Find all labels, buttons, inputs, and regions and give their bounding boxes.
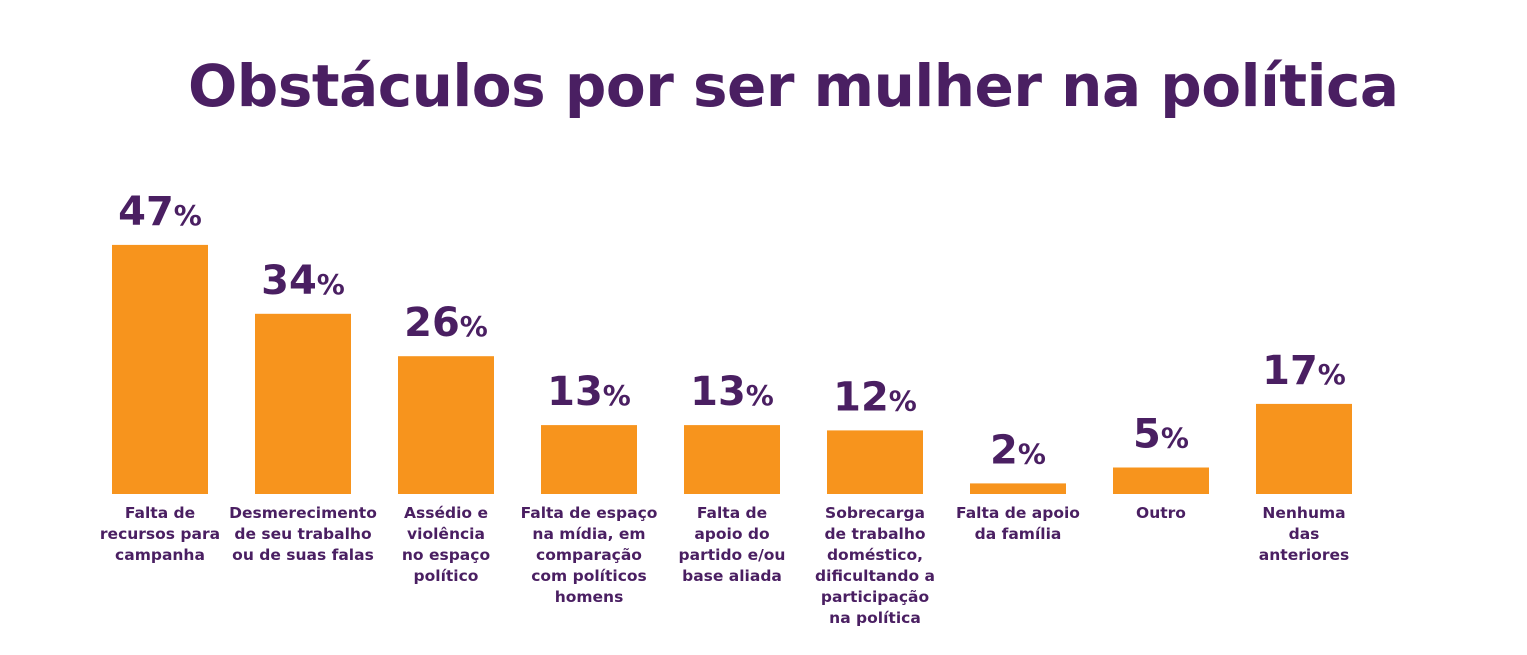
category-label-1: Falta de recursos para campanha	[85, 503, 235, 566]
category-label-line: da família	[974, 525, 1062, 543]
category-label-line: homens	[554, 588, 624, 606]
value-label-1: 47%	[118, 189, 202, 235]
value-label-7: 2%	[990, 427, 1046, 473]
category-label-6: Sobrecarga de trabalho doméstico, dificulta…	[800, 503, 950, 629]
category-label-line: Falta de apoio	[956, 504, 1080, 522]
category-label-8: Outro	[1086, 503, 1236, 524]
value-label-9: 17%	[1262, 348, 1346, 394]
category-label-line: apoio do	[694, 525, 770, 543]
bar-4	[541, 425, 637, 494]
value-label-3: 26%	[404, 300, 488, 346]
category-label-line: de trabalho	[824, 525, 926, 543]
bar-2	[255, 313, 351, 494]
category-label-line: anteriores	[1258, 546, 1350, 564]
category-label-4: Falta de espaço na mídia, em comparação com…	[514, 503, 664, 608]
category-label-line: Desmerecimento	[229, 504, 377, 522]
bar-5	[684, 425, 780, 494]
value-label-2: 34%	[261, 258, 345, 304]
category-label-line: político	[413, 567, 479, 585]
category-label-line: recursos para	[99, 525, 221, 543]
bar-7	[970, 483, 1066, 494]
category-label-line: Assédio e	[404, 504, 488, 522]
category-label-line: Sobrecarga	[825, 504, 925, 522]
category-label-line: Falta de	[696, 504, 768, 522]
category-label-line: campanha	[115, 546, 205, 564]
category-label-9: Nenhuma das anteriores	[1229, 503, 1379, 566]
category-label-line: na política	[829, 609, 921, 627]
category-label-line: dificultando a	[815, 567, 935, 585]
chart-title: Obstáculos por ser mulher na política	[188, 52, 1399, 120]
category-label-line: base aliada	[682, 567, 782, 585]
value-label-8: 5%	[1133, 412, 1189, 458]
category-label-line: comparação	[536, 546, 642, 564]
value-label-5: 13%	[690, 369, 774, 415]
category-label-7: Falta de apoio da família	[943, 503, 1093, 545]
category-label-line: das	[1288, 525, 1320, 543]
category-label-line: de seu trabalho	[234, 525, 372, 543]
category-label-line: doméstico,	[826, 546, 924, 564]
category-label-3: Assédio e violência no espaço político	[371, 503, 521, 587]
category-label-line: partido e/ou	[678, 546, 786, 564]
category-label-line: Outro	[1136, 504, 1186, 522]
category-label-line: Nenhuma	[1262, 504, 1346, 522]
category-label-line: com políticos	[531, 567, 647, 585]
category-label-line: na mídia, em	[532, 525, 646, 543]
bar-8	[1113, 467, 1209, 494]
bar-6	[827, 430, 923, 494]
bar-9	[1256, 403, 1352, 494]
category-label-line: Falta de espaço	[520, 504, 658, 522]
category-label-line: ou de suas falas	[232, 546, 374, 564]
category-label-line: participação	[820, 588, 930, 606]
category-label-line: Falta de	[124, 504, 196, 522]
category-label-5: Falta de apoio do partido e/ou base aliada	[657, 503, 807, 587]
value-label-6: 12%	[833, 374, 917, 420]
value-label-4: 13%	[547, 369, 631, 415]
category-label-line: no espaço	[401, 546, 491, 564]
category-label-2: Desmerecimento de seu trabalho ou de suas …	[228, 503, 378, 566]
bar-3	[398, 356, 494, 494]
bar-1	[112, 244, 208, 494]
category-label-line: violência	[407, 525, 485, 543]
